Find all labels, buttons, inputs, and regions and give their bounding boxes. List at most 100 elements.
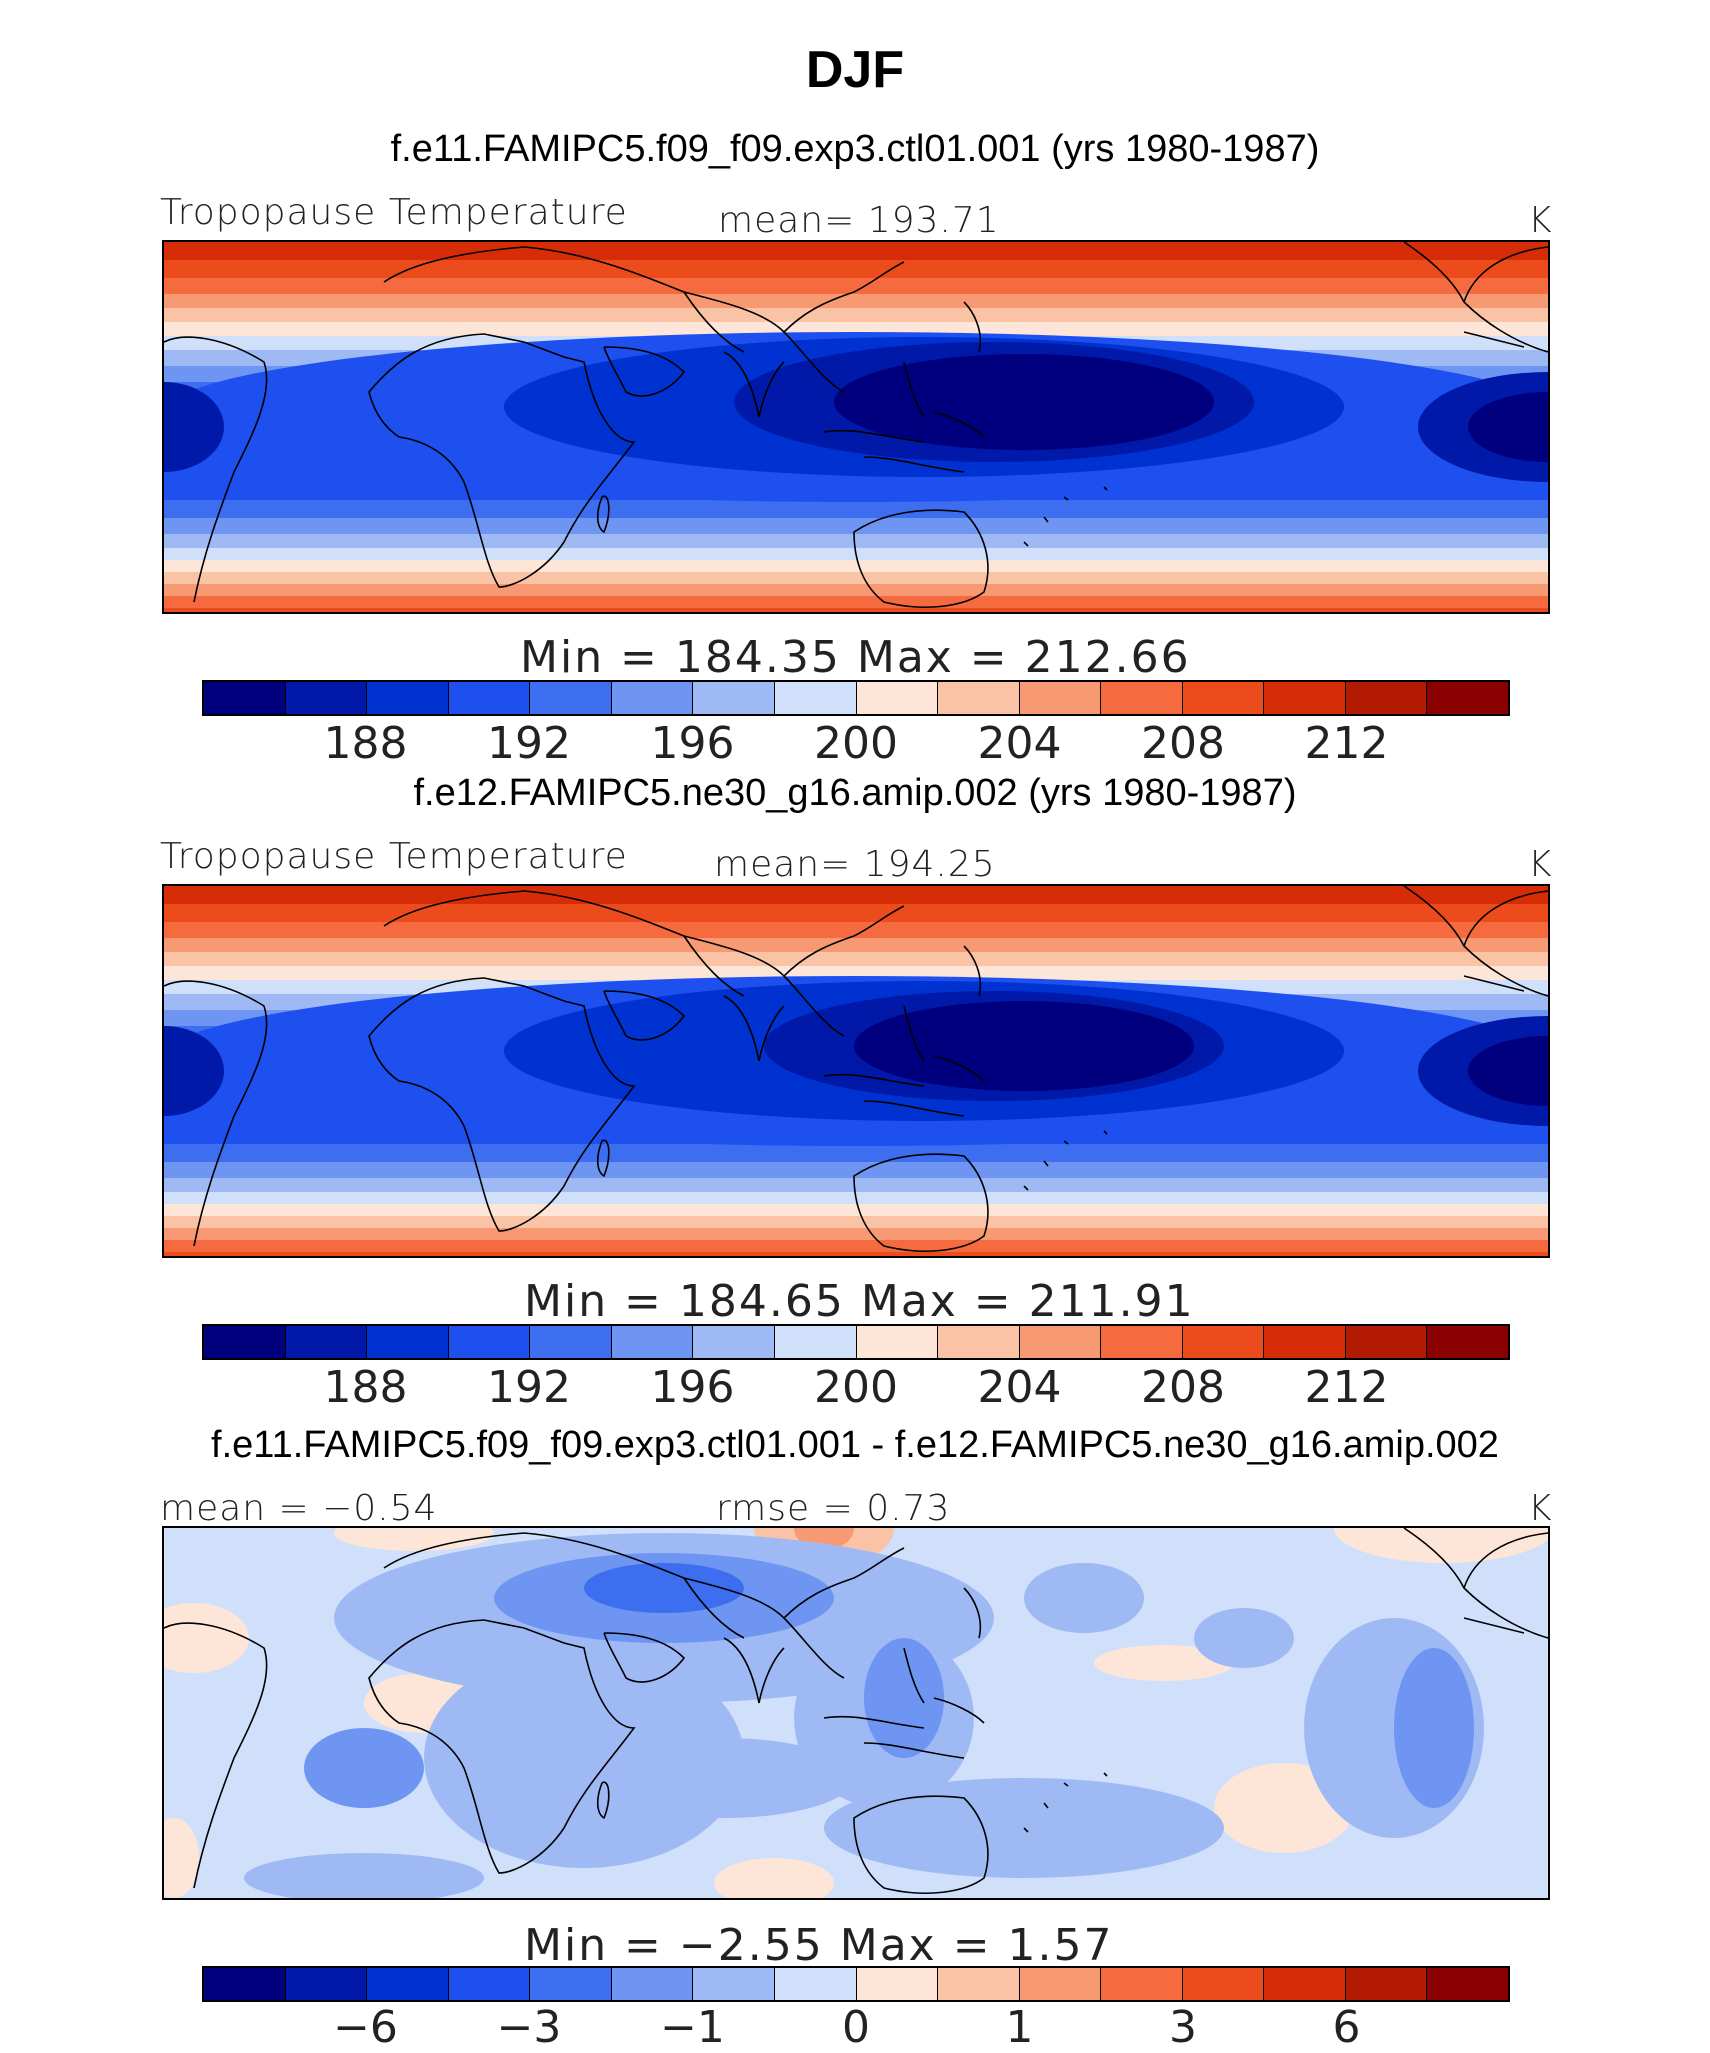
- coastline-path: [383, 1532, 905, 1679]
- coastline-path: [1023, 486, 1108, 547]
- colorbar-swatch: [938, 1326, 1020, 1358]
- contour-band: [164, 584, 1548, 597]
- contour-band: [164, 308, 1548, 323]
- colorbar-swatch: [1264, 1968, 1346, 2000]
- panel-3-field: [164, 1528, 1548, 1898]
- colorbar-swatch: [1345, 1968, 1428, 2000]
- contour-region: [244, 1853, 484, 1898]
- colorbar-swatch: [611, 682, 694, 714]
- cold-core: [834, 354, 1214, 450]
- contour-band: [164, 1178, 1548, 1193]
- colorbar-tick-label: 196: [650, 1362, 735, 1413]
- contour-region: [164, 1818, 199, 1898]
- contour-band: [164, 278, 1548, 295]
- colorbar-tick-label: 1: [1005, 2002, 1034, 2053]
- colorbar-tick-label: 208: [1141, 718, 1225, 769]
- contour-band: [164, 596, 1548, 609]
- colorbar-swatch: [285, 1326, 368, 1358]
- colorbar-swatch: [285, 682, 368, 714]
- coastline-path: [853, 509, 989, 608]
- colorbar-tick-label: 0: [842, 2002, 870, 2053]
- cold-core: [854, 1001, 1194, 1091]
- colorbar-swatch: [204, 1968, 286, 2000]
- colorbar-swatch: [693, 1968, 775, 2000]
- colorbar-swatch: [856, 1326, 939, 1358]
- colorbar-swatch: [611, 1326, 694, 1358]
- colorbar-swatch: [774, 1968, 857, 2000]
- colorbar-swatch: [1427, 1326, 1508, 1358]
- coastline-path: [596, 1781, 610, 1820]
- colorbar-swatch: [448, 682, 531, 714]
- contour-band: [164, 260, 1548, 279]
- contour-region: [864, 1638, 944, 1758]
- panel-1-title: f.e11.FAMIPC5.f09_f09.exp3.ctl01.001 (yr…: [390, 128, 1320, 170]
- coastline-path: [1463, 1617, 1525, 1634]
- colorbar-tick-label: −6: [333, 2002, 398, 2053]
- coastline-path: [723, 1637, 785, 1704]
- coastlines: [164, 886, 1548, 1252]
- colorbar-tick-label: 200: [814, 1362, 898, 1413]
- contour-band: [164, 1144, 1548, 1163]
- contour-region: [1194, 1608, 1294, 1668]
- contour-region: [304, 1728, 424, 1808]
- panel-1-colorbar: [202, 680, 1510, 716]
- colorbar-tick-label: 204: [977, 718, 1062, 769]
- coastlines: [164, 242, 1548, 608]
- coastline-path: [903, 361, 925, 418]
- colorbar-swatch: [530, 1326, 612, 1358]
- coastline-path: [603, 1632, 686, 1683]
- contour-band: [164, 886, 1548, 905]
- panel-1-mean-label: mean= 193.71: [718, 200, 1000, 241]
- panel-3-map: [162, 1526, 1550, 1900]
- coastline-path: [368, 333, 636, 588]
- panel-2-variable-label: Tropopause Temperature: [160, 836, 628, 877]
- colorbar-swatch: [1427, 1968, 1508, 2000]
- colorbar-swatch: [774, 1326, 857, 1358]
- panel-2-field: [164, 886, 1548, 1256]
- panel-2-mean-label: mean= 194.25: [714, 844, 996, 885]
- colorbar-tick-label: 204: [977, 1362, 1062, 1413]
- colorbar-swatch: [367, 1968, 449, 2000]
- coastline-path: [903, 1647, 925, 1704]
- contour-region: [1334, 1528, 1548, 1563]
- contour-band: [164, 952, 1548, 967]
- coastline-path: [1403, 1528, 1548, 1639]
- colorbar-swatch: [204, 682, 286, 714]
- coastline-path: [164, 980, 268, 1247]
- coastlines: [164, 1528, 1548, 1894]
- contour-band: [164, 500, 1548, 519]
- colorbar-tick-label: 212: [1304, 718, 1389, 769]
- contour-region: [584, 1563, 744, 1613]
- contour-region: [714, 1858, 834, 1898]
- panel-2-minmax: Min = 184.65 Max = 211.91: [524, 1276, 1195, 1327]
- colorbar-tick-label: −1: [660, 2002, 725, 2053]
- coastline-path: [1403, 886, 1548, 997]
- contour-band: [164, 1240, 1548, 1253]
- panel-3-colorbar: [202, 1966, 1510, 2002]
- coastline-path: [963, 945, 982, 997]
- coastline-path: [603, 990, 686, 1041]
- colorbar-swatch: [1427, 682, 1508, 714]
- panel-3-units-label: K: [1528, 1488, 1553, 1529]
- colorbar-tick-label: 200: [814, 718, 898, 769]
- coastline-path: [1023, 1130, 1108, 1191]
- colorbar-swatch: [1264, 1326, 1346, 1358]
- coastline-path: [368, 1619, 636, 1874]
- colorbar-swatch: [367, 1326, 449, 1358]
- contour-region: [1394, 1648, 1474, 1808]
- contour-band: [164, 608, 1548, 612]
- colorbar-swatch: [693, 682, 775, 714]
- contour-band: [164, 1252, 1548, 1256]
- panel-3-mean-label: mean = −0.54: [160, 1488, 438, 1529]
- colorbar-tick-label: 188: [323, 1362, 408, 1413]
- colorbar-swatch: [1101, 1968, 1183, 2000]
- coastline-path: [1403, 242, 1548, 353]
- coastline-path: [903, 1005, 925, 1062]
- contour-band: [164, 904, 1548, 923]
- coastline-path: [1463, 331, 1525, 348]
- contour-band: [164, 1204, 1548, 1217]
- colorbar-swatch: [1182, 682, 1265, 714]
- colorbar-swatch: [774, 682, 857, 714]
- colorbar-tick-label: 208: [1141, 1362, 1225, 1413]
- panel-3-title: f.e11.FAMIPC5.f09_f09.exp3.ctl01.001 - f…: [211, 1424, 1499, 1466]
